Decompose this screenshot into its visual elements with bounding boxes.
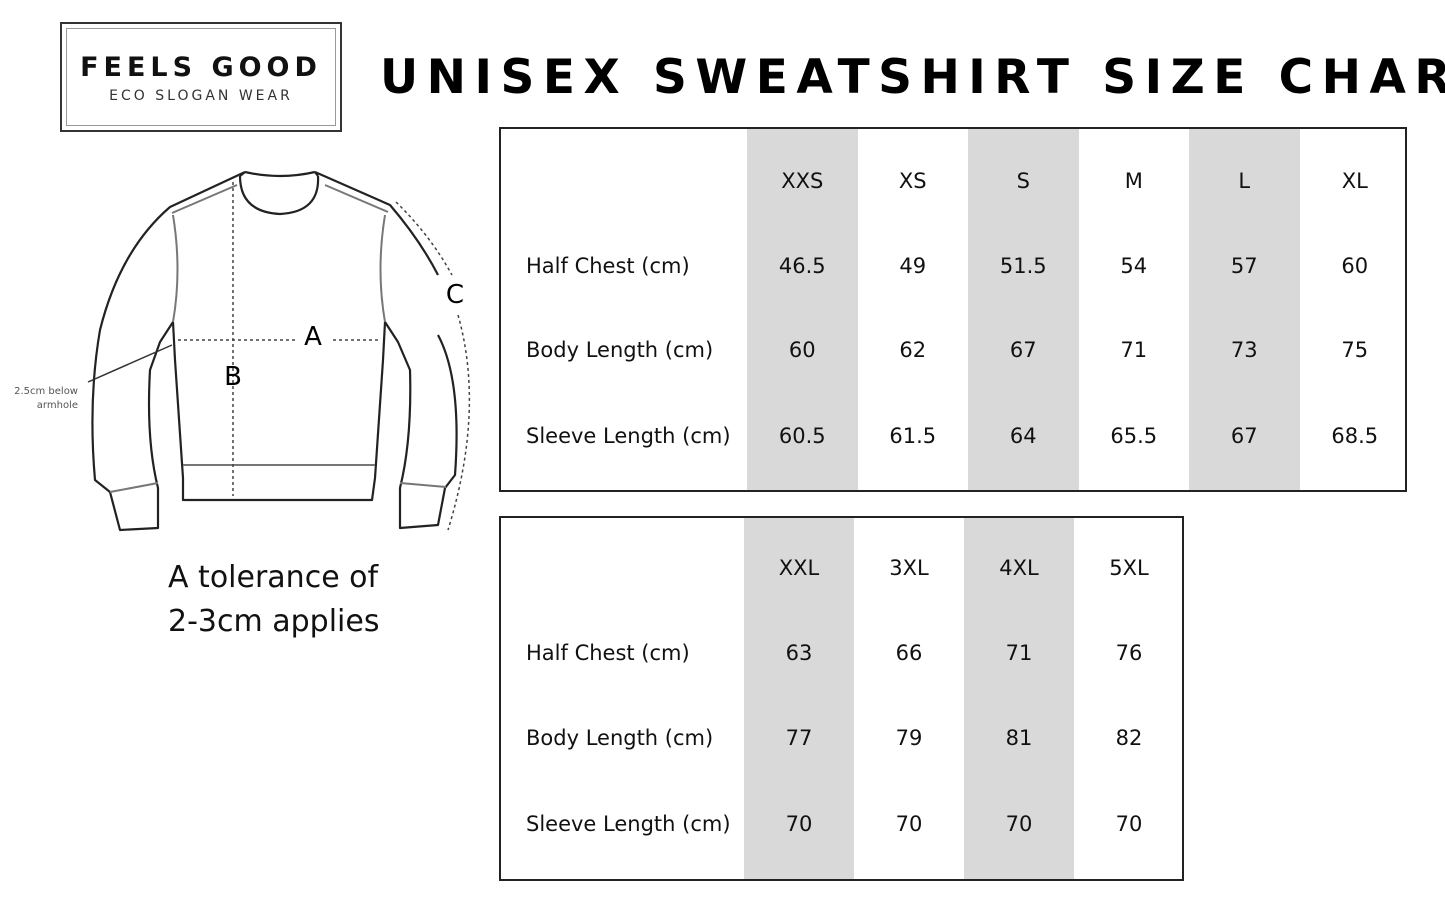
table-cell: 60 <box>788 338 816 362</box>
table-cell: 76 <box>1115 641 1143 665</box>
table-cell: 70 <box>785 812 813 836</box>
table-cell: 68.5 <box>1331 424 1379 448</box>
size-column-xl: XL 60 75 68.5 <box>1300 129 1411 490</box>
table-cell: 71 <box>1120 338 1148 362</box>
label-c: C <box>446 280 464 310</box>
table-cell: 81 <box>1005 726 1033 750</box>
table-cell: 70 <box>895 812 923 836</box>
table-cell: 73 <box>1230 338 1258 362</box>
table-cell: 51.5 <box>999 254 1047 278</box>
table-cell: 65.5 <box>1110 424 1158 448</box>
table-cell: 60.5 <box>778 424 826 448</box>
size-column-4xl: 4XL 71 81 70 <box>964 518 1074 879</box>
brand-tagline: ECO SLOGAN WEAR <box>109 88 293 104</box>
seams <box>109 184 447 493</box>
tolerance-line-2: 2-3cm applies <box>168 604 380 639</box>
size-table-1: XXS 46.5 60 60.5 XS 49 62 61.5 S 51.5 67 64 M 54 71 65.… <box>499 127 1407 492</box>
size-column-xxl: XXL 63 77 70 <box>744 518 854 879</box>
row-label: Body Length (cm) <box>526 338 714 362</box>
row-label: Half Chest (cm) <box>526 254 690 278</box>
size-column-l: L 57 73 67 <box>1189 129 1300 490</box>
size-header: XXL <box>778 556 820 580</box>
label-b: B <box>224 362 242 392</box>
size-column-3xl: 3XL 66 79 70 <box>854 518 964 879</box>
size-header: S <box>1016 169 1030 193</box>
table-cell: 49 <box>899 254 927 278</box>
size-column-xs: XS 49 62 61.5 <box>858 129 969 490</box>
label-a: A <box>304 322 322 352</box>
measure-c-line <box>395 201 471 531</box>
table-cell: 54 <box>1120 254 1148 278</box>
page-title: UNISEX SWEATSHIRT SIZE CHART <box>380 50 1445 105</box>
note-line-1: 2.5cm below <box>14 386 78 397</box>
table-cell: 62 <box>899 338 927 362</box>
table-cell: 64 <box>1009 424 1037 448</box>
note-line-2: armhole <box>37 400 78 411</box>
neckline <box>238 170 320 216</box>
size-column-m: M 54 71 65.5 <box>1079 129 1190 490</box>
table-cell: 67 <box>1230 424 1258 448</box>
sweatshirt-outline <box>91 171 458 532</box>
brand-name: FEELS GOOD <box>80 52 322 83</box>
size-header: 5XL <box>1109 556 1149 580</box>
size-header: 4XL <box>999 556 1039 580</box>
size-header: XS <box>898 169 927 193</box>
table-cell: 75 <box>1341 338 1369 362</box>
table-cell: 70 <box>1115 812 1143 836</box>
table-cell: 79 <box>895 726 923 750</box>
tolerance-note: A tolerance of 2-3cm applies <box>168 556 379 644</box>
table-cell: 67 <box>1009 338 1037 362</box>
logo-frame <box>66 28 336 126</box>
size-column-s: S 51.5 67 64 <box>968 129 1079 490</box>
row-label: Sleeve Length (cm) <box>526 812 731 836</box>
row-label: Half Chest (cm) <box>526 641 690 665</box>
size-column-5xl: 5XL 76 82 70 <box>1074 518 1184 879</box>
size-header: XXS <box>781 169 824 193</box>
sleeve-top-right <box>314 170 439 276</box>
table-cell: 82 <box>1115 726 1143 750</box>
table-cell: 60 <box>1341 254 1369 278</box>
tolerance-line-1: A tolerance of <box>168 560 379 595</box>
size-header: M <box>1124 169 1143 193</box>
size-header: XL <box>1341 169 1368 193</box>
table-cell: 66 <box>895 641 923 665</box>
row-label: Body Length (cm) <box>526 726 714 750</box>
brand-logo: FEELS GOOD ECO SLOGAN WEAR <box>60 22 342 132</box>
table-cell: 63 <box>785 641 813 665</box>
size-column-xxs: XXS 46.5 60 60.5 <box>747 129 858 490</box>
table-cell: 77 <box>785 726 813 750</box>
table-cell: 71 <box>1005 641 1033 665</box>
size-header: L <box>1238 169 1251 193</box>
size-table-2: XXL 63 77 70 3XL 66 79 70 4XL 71 81 70 5XL 76 82 70 Half… <box>499 516 1184 881</box>
table-cell: 61.5 <box>889 424 937 448</box>
row-label: Sleeve Length (cm) <box>526 424 731 448</box>
table-cell: 70 <box>1005 812 1033 836</box>
sweatshirt-diagram: A B C 2.5cm below armhole <box>14 170 471 532</box>
size-header: 3XL <box>889 556 929 580</box>
table-cell: 57 <box>1230 254 1258 278</box>
note-pointer <box>87 344 173 383</box>
table-cell: 46.5 <box>778 254 826 278</box>
